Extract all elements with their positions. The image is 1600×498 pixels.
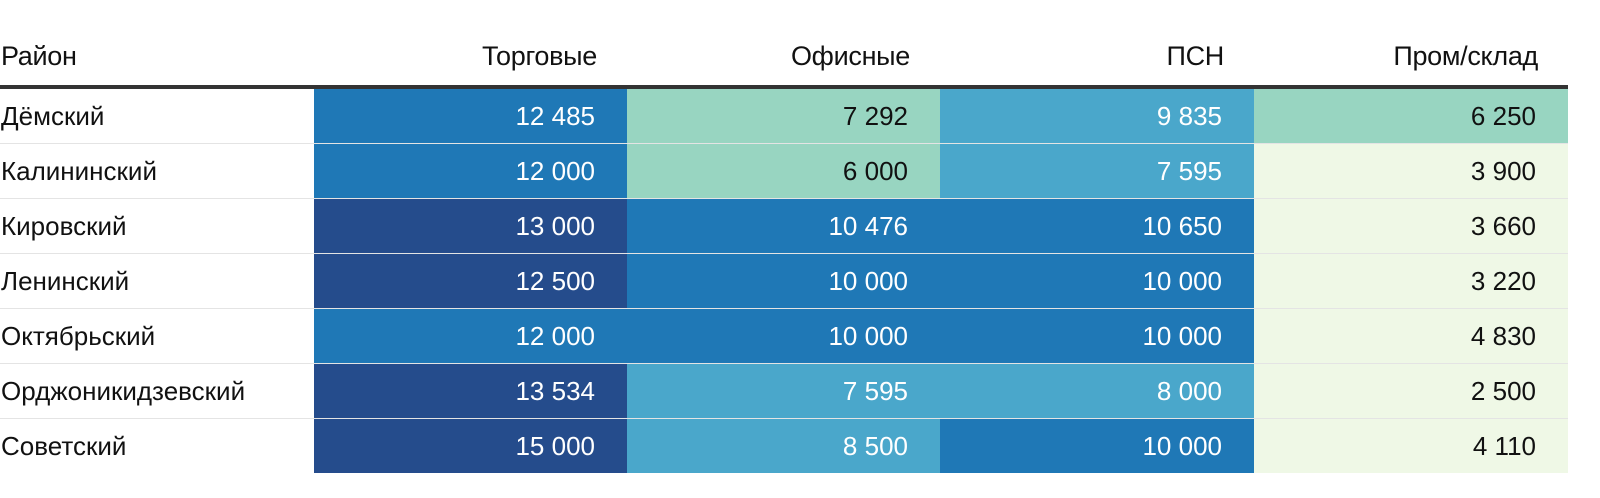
heatmap-cell: 12 485	[314, 87, 627, 144]
table-row: Дёмский 12 485 7 292 9 835 6 250	[0, 87, 1568, 144]
heatmap-cell: 3 900	[1254, 143, 1568, 199]
heatmap-cell: 2 500	[1254, 363, 1568, 419]
heatmap-cell: 10 000	[627, 253, 940, 309]
heatmap-cell: 13 000	[314, 198, 627, 254]
table-row: Советский 15 000 8 500 10 000 4 110	[0, 418, 1568, 473]
table-row: Калининский 12 000 6 000 7 595 3 900	[0, 143, 1568, 199]
district-label: Орджоникидзевский	[0, 363, 314, 419]
heatmap-cell: 12 000	[314, 308, 627, 364]
heatmap-cell: 8 500	[627, 418, 940, 473]
district-label: Кировский	[0, 198, 314, 254]
table-row: Октябрьский 12 000 10 000 10 000 4 830	[0, 308, 1568, 364]
header-row: Район Торговые Офисные ПСН Пром/склад	[0, 27, 1568, 89]
heatmap-cell: 13 534	[314, 363, 627, 419]
heatmap-cell: 15 000	[314, 418, 627, 473]
heatmap-cell: 4 830	[1254, 308, 1568, 364]
heatmap-cell: 3 220	[1254, 253, 1568, 309]
heatmap-cell: 7 595	[627, 363, 940, 419]
heatmap-cell: 10 000	[940, 418, 1254, 473]
heatmap-table: Район Торговые Офисные ПСН Пром/склад Дё…	[0, 27, 1568, 473]
table-row: Кировский 13 000 10 476 10 650 3 660	[0, 198, 1568, 254]
heatmap-cell: 12 000	[314, 143, 627, 199]
district-label: Октябрьский	[0, 308, 314, 364]
column-header-office: Офисные	[627, 27, 940, 89]
heatmap-cell: 6 000	[627, 143, 940, 199]
heatmap-cell: 4 110	[1254, 418, 1568, 473]
heatmap-cell: 10 000	[627, 308, 940, 364]
table-row: Орджоникидзевский 13 534 7 595 8 000 2 500	[0, 363, 1568, 419]
heatmap-cell: 10 650	[940, 198, 1254, 254]
heatmap-cell: 3 660	[1254, 198, 1568, 254]
column-header-psn: ПСН	[940, 27, 1254, 89]
table-row: Ленинский 12 500 10 000 10 000 3 220	[0, 253, 1568, 309]
column-header-district: Район	[0, 27, 314, 89]
district-label: Дёмский	[0, 87, 314, 144]
column-header-retail: Торговые	[314, 27, 627, 89]
heatmap-cell: 10 476	[627, 198, 940, 254]
heatmap-cell: 12 500	[314, 253, 627, 309]
table-header: Район Торговые Офисные ПСН Пром/склад	[0, 27, 1568, 89]
heatmap-table-container: Район Торговые Офисные ПСН Пром/склад Дё…	[0, 27, 1568, 473]
district-label: Калининский	[0, 143, 314, 199]
heatmap-cell: 10 000	[940, 308, 1254, 364]
district-label: Ленинский	[0, 253, 314, 309]
district-label: Советский	[1, 430, 127, 461]
heatmap-cell: 10 000	[940, 253, 1254, 309]
heatmap-cell: 9 835	[940, 87, 1254, 144]
table-body: Дёмский 12 485 7 292 9 835 6 250 Калининский 1…	[0, 87, 1568, 473]
heatmap-cell: 7 595	[940, 143, 1254, 199]
heatmap-cell: 7 292	[627, 87, 940, 144]
heatmap-cell: 8 000	[940, 363, 1254, 419]
column-header-industrial-warehouse: Пром/склад	[1254, 27, 1568, 89]
heatmap-cell: 6 250	[1254, 87, 1568, 144]
